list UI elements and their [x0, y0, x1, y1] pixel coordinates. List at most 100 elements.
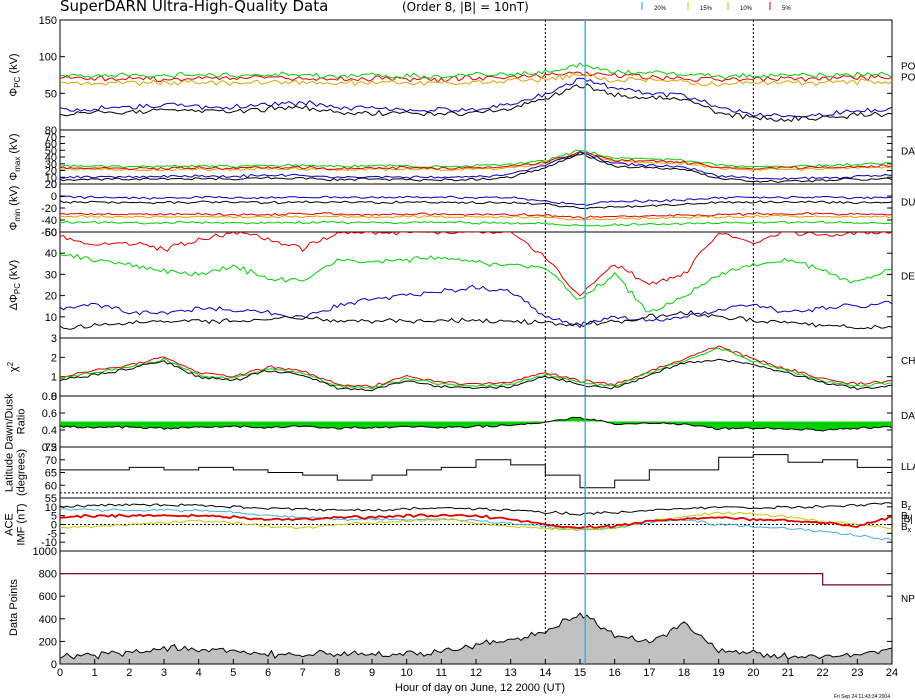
ytick-label-ratio-0.8: 0.8: [42, 391, 57, 403]
x-axis: 0 1 2 3 4 5 6 7 8 9 10 11 12 13 14 15 16 17 18 19 20 21 22 23 24: [57, 659, 898, 679]
series-phimin-orange: [60, 214, 892, 221]
ytick-label-imf-0: 0: [51, 520, 57, 532]
ytick-label-phimax-60: 60: [45, 139, 57, 151]
series-lat-black: [60, 454, 892, 489]
ytick-label-phimin--20: -20: [41, 203, 57, 215]
ytick-label-lat-60: 60: [45, 480, 57, 492]
ylabel-unit-phimin: (kV): [8, 186, 20, 209]
xtick-label-2: 2: [126, 667, 132, 679]
xtick-label-24: 24: [886, 667, 898, 679]
ytick-label-pcp-100: 100: [39, 52, 57, 64]
right-label-npts-0: NP: [901, 594, 915, 605]
xtick-label-3: 3: [161, 667, 167, 679]
series-imf-yellow: [60, 511, 892, 531]
ytick-label-pcp-150: 150: [39, 15, 57, 27]
chart-subtitle: (Order 8, |B| = 10nT): [402, 0, 529, 14]
ylabel-sub-pcp: PC: [13, 76, 22, 87]
legend-label-15%: 15%: [700, 6, 713, 12]
ytick-label-phimax-30: 30: [45, 159, 57, 171]
xtick-label-22: 22: [817, 667, 829, 679]
ylabel-sup-chi2: 2: [6, 361, 15, 366]
xtick-label-15: 15: [574, 667, 586, 679]
right-colored-sub-1: y: [908, 516, 912, 523]
ylabel-main-dpcp: ΔΦ: [8, 294, 20, 310]
xtick-label-0: 0: [57, 667, 63, 679]
ytick-label-dpcp-10: 10: [45, 312, 57, 324]
xtick-label-16: 16: [609, 667, 621, 679]
panel-frame-phimin: [59, 183, 893, 233]
ylabel-phimax: Φmax (kV): [8, 133, 22, 180]
ytick-label-phimax-70: 70: [45, 132, 57, 144]
xtick-label-23: 23: [851, 667, 863, 679]
ytick-label-npts-1000: 1000: [33, 546, 57, 558]
ytick-label-phimin--40: -40: [41, 215, 57, 227]
ytick-label-ratio-0.6: 0.6: [42, 408, 57, 420]
right-colored-main-2: B: [901, 522, 908, 533]
ylabel-unit-pcp: (kV): [8, 53, 20, 76]
ytick-label-ratio-0.4: 0.4: [42, 425, 57, 437]
legend-label-5%: 5%: [782, 6, 791, 12]
series-imf-black: [60, 502, 892, 516]
series-pcp-green: [60, 62, 892, 80]
xtick-label-8: 8: [334, 667, 340, 679]
ytick-label-npts-800: 800: [39, 569, 57, 581]
ylabel-unit-phimax: (kV): [8, 133, 20, 156]
ytick-label-dpcp-50: 50: [45, 227, 57, 239]
series-pcp-orange: [60, 72, 892, 87]
ylabel-unit-dpcp: (kV): [8, 260, 20, 283]
right-label-chi2-0: CH: [901, 356, 915, 367]
ytick-label-phimax-10: 10: [45, 172, 57, 184]
series-phimin-red: [60, 212, 892, 220]
xtick-label-17: 17: [643, 667, 655, 679]
ytick-label-chi2-1: 1: [51, 372, 57, 384]
ytick-label-npts-400: 400: [39, 614, 57, 626]
ytick-label-phimax-0: 0: [51, 179, 57, 191]
legend-label-20%: 20%: [654, 6, 667, 12]
right-label-ratio-0: DAY: [901, 411, 915, 422]
right-colored-sub-2: x: [908, 527, 912, 534]
series-chi2-green: [60, 347, 892, 390]
xtick-label-6: 6: [265, 667, 271, 679]
xtick-label-4: 4: [196, 667, 202, 679]
ytick-label-phimax-50: 50: [45, 145, 57, 157]
ytick-label-npts-0: 0: [51, 659, 57, 671]
series-dpcp-blue: [60, 284, 892, 329]
right-label-lat-0: LLA: [901, 462, 915, 473]
ytick-label-phimax-20: 20: [45, 166, 57, 178]
ytick-label-lat-75: 75: [45, 442, 57, 454]
ylabel-line2-ratio: Ratio: [16, 409, 28, 435]
series-imf-red: [60, 513, 892, 529]
xtick-label-10: 10: [401, 667, 413, 679]
ytick-label-pcp-50: 50: [45, 88, 57, 100]
series-pcp-red: [60, 71, 892, 83]
ytick-label-chi2-3: 3: [51, 333, 57, 345]
ylabel-line1-lat: Latitude: [4, 453, 16, 492]
ytick-label-phimax-80: 80: [45, 125, 57, 137]
ytick-label-chi2-2: 2: [51, 352, 57, 364]
ylabel-dpcp: ΔΦPC (kV): [8, 260, 22, 310]
series-dpcp-red: [60, 232, 892, 297]
series-imf-cyan: [60, 508, 892, 542]
right-colored-imf-0: Bz: [901, 500, 912, 512]
right-colored-main-0: B: [901, 500, 908, 511]
ytick-label-phimin-20: 20: [45, 179, 57, 191]
ytick-label-dpcp-40: 40: [45, 248, 57, 260]
chart-title: SuperDARN Ultra-High-Quality Data: [60, 0, 328, 15]
series-pcp-black: [60, 83, 892, 123]
ytick-label-lat-55: 55: [45, 493, 57, 505]
timestamp: Fri Sep 24 11:43:34 2004: [834, 694, 890, 700]
series-ratio-black: [60, 416, 892, 432]
fill-series-npts: [60, 612, 892, 664]
xtick-label-11: 11: [436, 667, 447, 679]
panel-ratio: 0.2 0.4 0.6 0.8 Dawn/DuskRatio DAY: [4, 391, 915, 454]
xtick-label-9: 9: [369, 667, 375, 679]
ylabel-phimin: Φmin (kV): [8, 186, 22, 231]
right-label-phimax-0: DAY: [901, 146, 915, 157]
ylabel-npts: Data Points: [8, 579, 20, 636]
panel-frame-chi2: [59, 337, 893, 397]
series-chi2-red: [60, 345, 892, 389]
